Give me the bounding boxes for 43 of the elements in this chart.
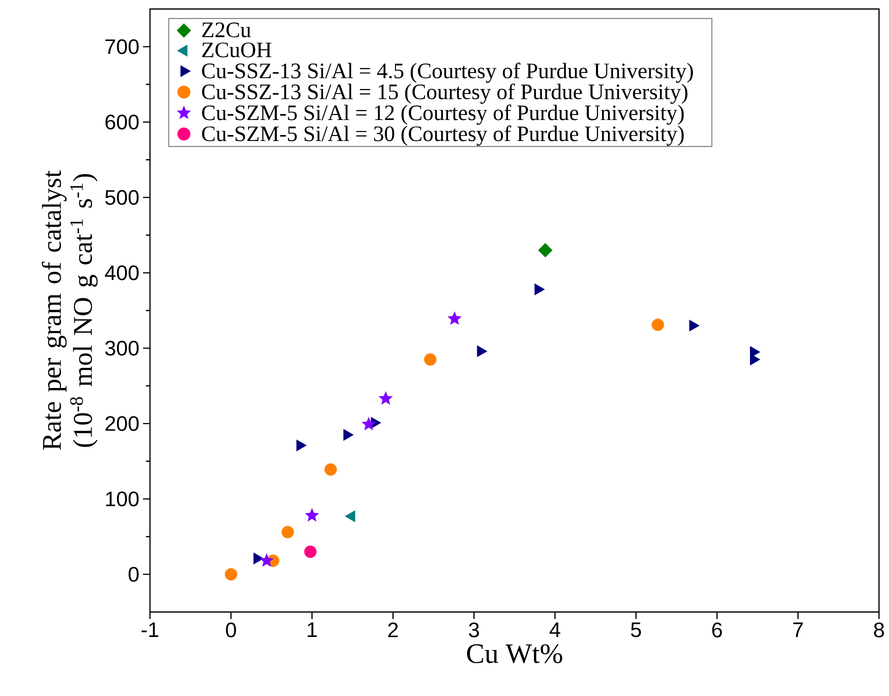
point (447, 311, 462, 325)
point (224, 568, 238, 581)
x-tick-label: 3 (468, 622, 479, 638)
legend-label: Cu-SSZ-13 Si/Al = 4.5 (Courtesy of Purdue University) (202, 62, 693, 83)
x-tick-label: 6 (712, 622, 722, 638)
y-tick-label: 600 (106, 114, 139, 130)
x-tick-label: 8 (874, 622, 884, 638)
point (304, 508, 320, 522)
point (378, 391, 393, 405)
point (282, 526, 294, 538)
y-tick-label: 0 (128, 566, 139, 582)
point (534, 283, 545, 296)
x-tick-label: 0 (226, 622, 236, 638)
point (324, 463, 337, 476)
point (343, 428, 354, 441)
point (538, 242, 552, 258)
x-tick-label: 4 (550, 622, 560, 637)
point (689, 320, 700, 332)
point (304, 546, 317, 558)
y-tick-label: 400 (104, 265, 139, 280)
y-tick-label: 300 (105, 340, 139, 356)
x-tick-label: 2 (388, 622, 398, 638)
legend-label: ZCuOH (202, 42, 272, 58)
point (424, 353, 436, 366)
y-tick-label: 700 (106, 39, 139, 54)
x-tick-label: 1 (308, 622, 317, 637)
y-tick-label: 500 (105, 190, 139, 205)
x-tick-label: -1 (142, 622, 158, 637)
x-tick-label: 5 (631, 622, 641, 638)
y-tick-label: 100 (106, 492, 139, 506)
legend-label: Cu-SSZ-13 Si/Al = 15 (Courtesy of Purdue University) (202, 84, 688, 104)
point (652, 318, 664, 332)
y-tick-label: 200 (106, 416, 139, 431)
legend-label: Cu-SZM-5 Si/Al = 30 (Courtesy of Purdue University) (202, 126, 684, 146)
x-axis-title: Cu Wt% (467, 644, 562, 664)
legend-label: Cu-SZM-5 Si/Al = 12 (Courtesy of Purdue University) (202, 104, 684, 125)
x-tick-label: 7 (793, 622, 803, 637)
point (362, 416, 376, 430)
point (260, 553, 274, 567)
legend-label: Z2Cu (202, 22, 251, 38)
point (296, 439, 307, 452)
point (477, 345, 488, 358)
point (253, 552, 264, 564)
